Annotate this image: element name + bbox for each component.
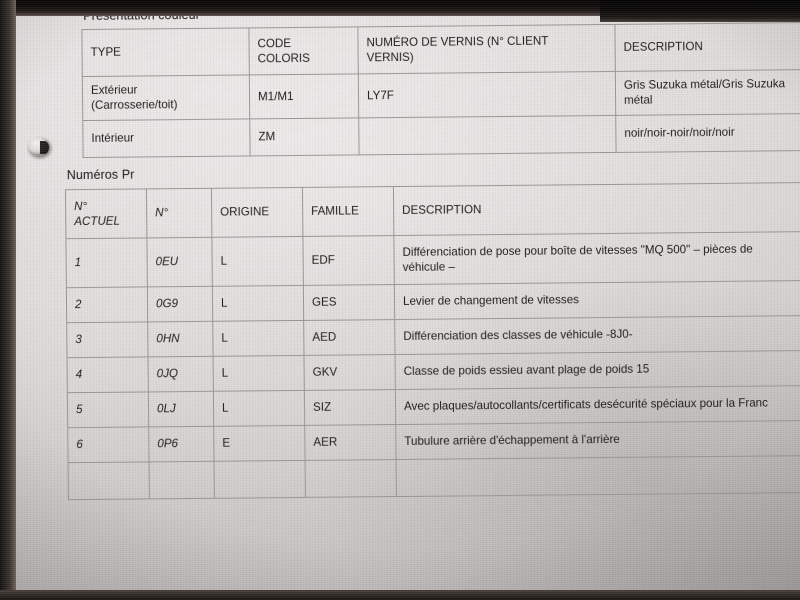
cell-type-line1: Extérieur xyxy=(90,83,138,97)
header-actuel-line2: ACTUEL xyxy=(74,214,121,229)
cell-description: Différenciation de pose pour boîte de vi… xyxy=(393,230,800,285)
cell-actuel: 3 xyxy=(66,321,149,358)
table-row: 1 0EU L EDF Différenciation de pose pour… xyxy=(65,230,800,288)
cell-famille: AED xyxy=(303,319,396,356)
cell-numero: 0EU xyxy=(146,237,213,287)
table-row-empty xyxy=(68,454,800,500)
cell-numero: 0LJ xyxy=(148,391,214,427)
cell-numero xyxy=(149,461,215,499)
header-numero-line2: VERNIS) xyxy=(366,50,414,65)
header-code-coloris: CODE COLORIS xyxy=(248,26,359,75)
header-description: DESCRIPTION xyxy=(614,22,800,72)
cell-numero xyxy=(358,115,617,155)
cell-numero: 0JQ xyxy=(148,356,214,392)
cell-description: Classe de poids essieu avant plage de po… xyxy=(395,349,800,390)
header-actuel-line1: N° xyxy=(74,199,88,213)
cell-description: Avec plaques/autocollants/certificats de… xyxy=(395,384,800,425)
table-row: Intérieur ZM noir/noir-noir/noir/noir xyxy=(82,112,800,158)
header-origine: ORIGINE xyxy=(211,187,303,238)
section-title-pr: Numéros Pr xyxy=(66,167,135,183)
table-header-row: TYPE CODE COLORIS NUMÉRO DE VERNIS (N° C… xyxy=(81,22,800,77)
cell-code: ZM xyxy=(249,117,360,156)
cell-code: M1/M1 xyxy=(249,73,359,119)
cell-origine: L xyxy=(213,390,305,427)
cell-description-line1: Gris Suzuka métal/Gris Suzuka xyxy=(623,77,786,92)
cell-actuel xyxy=(68,461,150,500)
header-type: TYPE xyxy=(81,27,250,77)
cell-description: Tubulure arrière d'échappement à l'arriè… xyxy=(395,419,800,460)
table-header-row: N° ACTUEL N° ORIGINE FAMILLE DESCRIPTION xyxy=(65,181,800,239)
cell-famille: GES xyxy=(303,284,395,321)
cell-famille: GKV xyxy=(304,354,396,391)
cell-description xyxy=(396,454,800,497)
cell-origine: L xyxy=(213,355,305,392)
cell-famille xyxy=(305,459,397,498)
cell-famille: AER xyxy=(304,424,397,461)
cell-numero: 0P6 xyxy=(148,426,215,462)
header-description: DESCRIPTION xyxy=(393,181,800,236)
cell-type-line2: (Carrosserie/toit) xyxy=(91,98,178,113)
cell-famille: SIZ xyxy=(304,389,396,426)
cell-actuel: 6 xyxy=(67,426,150,463)
photo-bottom-edge-shadow xyxy=(0,590,800,600)
cell-actuel: 4 xyxy=(67,356,149,393)
header-numero-actuel: N° ACTUEL xyxy=(65,188,147,239)
header-code-line1: CODE xyxy=(257,36,292,51)
cell-type: Intérieur xyxy=(82,118,251,158)
cell-description: Levier de changement de vitesses xyxy=(394,279,800,320)
cell-origine: L xyxy=(212,285,304,322)
table-row: Extérieur (Carrosserie/toit) M1/M1 LY7F … xyxy=(82,69,800,121)
cell-numero: 0HN xyxy=(147,321,214,357)
cell-actuel: 2 xyxy=(66,286,148,323)
header-code-line2: COLORIS xyxy=(257,51,310,66)
cell-description-line2: métal xyxy=(624,93,653,108)
paper-fastener-rivet xyxy=(28,137,50,156)
header-famille: FAMILLE xyxy=(302,186,394,237)
pr-numbers-table: N° ACTUEL N° ORIGINE FAMILLE DESCRIPTION… xyxy=(65,181,800,500)
photo-top-shadow-right xyxy=(600,0,800,22)
cell-actuel: 5 xyxy=(67,391,149,428)
header-numero-vernis: NUMÉRO DE VERNIS (N° CLIENT VERNIS) xyxy=(357,24,616,74)
photo-left-edge-shadow xyxy=(0,0,16,600)
cell-famille: EDF xyxy=(302,235,395,286)
cell-origine: L xyxy=(211,236,304,287)
cell-type: Extérieur (Carrosserie/toit) xyxy=(82,74,250,121)
cell-numero: 0G9 xyxy=(147,286,213,322)
cell-description: Gris Suzuka métal/Gris Suzuka métal xyxy=(615,69,800,116)
header-numero: N° xyxy=(146,188,212,238)
cell-description: Différenciation des classes de véhicule … xyxy=(394,314,800,355)
cell-origine: L xyxy=(212,320,305,357)
cell-origine xyxy=(214,460,306,499)
cell-actuel: 1 xyxy=(65,237,148,288)
color-presentation-table: TYPE CODE COLORIS NUMÉRO DE VERNIS (N° C… xyxy=(81,22,800,158)
cell-description: noir/noir-noir/noir/noir xyxy=(615,112,800,153)
cell-numero: LY7F xyxy=(358,71,616,118)
cell-origine: E xyxy=(213,425,306,462)
